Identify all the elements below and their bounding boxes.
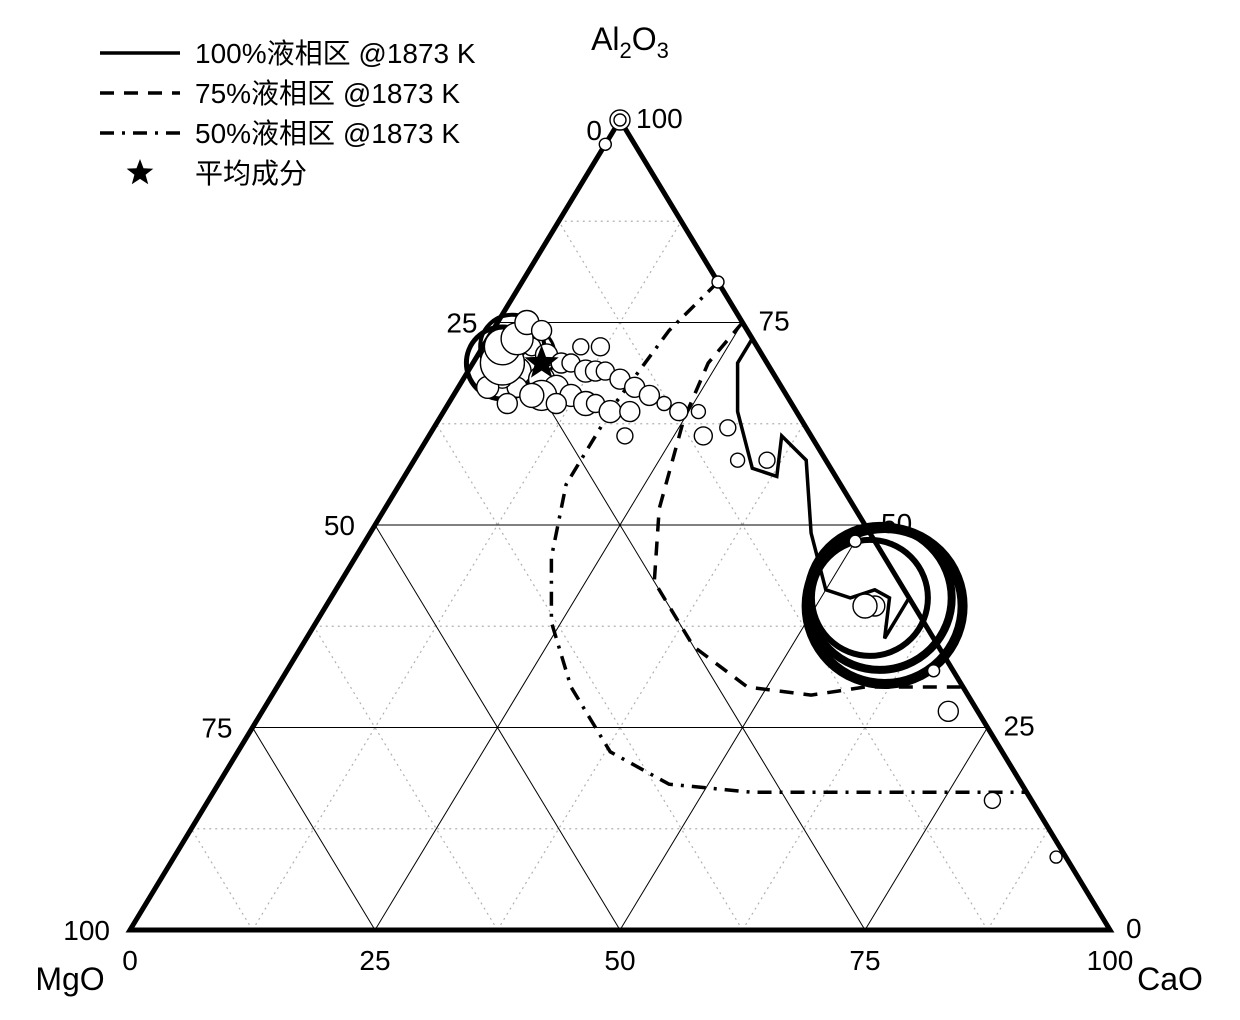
svg-text:50: 50 [324, 510, 355, 541]
svg-text:MgO: MgO [35, 961, 104, 997]
svg-text:75: 75 [201, 713, 232, 744]
svg-text:75%液相区 @1873 K: 75%液相区 @1873 K [195, 78, 460, 109]
svg-text:75: 75 [759, 306, 790, 337]
svg-text:100: 100 [636, 103, 683, 134]
svg-text:25: 25 [446, 308, 477, 339]
svg-text:平均成分: 平均成分 [195, 158, 307, 189]
svg-text:100%液相区 @1873 K: 100%液相区 @1873 K [195, 38, 476, 69]
svg-text:25: 25 [359, 945, 390, 976]
svg-text:Al2O3: Al2O3 [591, 21, 669, 63]
svg-text:100: 100 [63, 915, 110, 946]
svg-text:75: 75 [849, 945, 880, 976]
svg-text:0: 0 [122, 945, 138, 976]
tick-labels: 255075100025507510002550751000 [63, 103, 1141, 976]
legend: 100%液相区 @1873 K 75%液相区 @1873 K 50%液相区 @187… [100, 38, 476, 189]
svg-text:50%液相区 @1873 K: 50%液相区 @1873 K [195, 118, 460, 149]
svg-text:100: 100 [1087, 945, 1134, 976]
svg-text:CaO: CaO [1137, 961, 1203, 997]
svg-text:0: 0 [586, 115, 602, 146]
svg-text:25: 25 [1004, 711, 1035, 742]
svg-text:0: 0 [1126, 913, 1142, 944]
svg-text:50: 50 [604, 945, 635, 976]
svg-text:50: 50 [881, 508, 912, 539]
